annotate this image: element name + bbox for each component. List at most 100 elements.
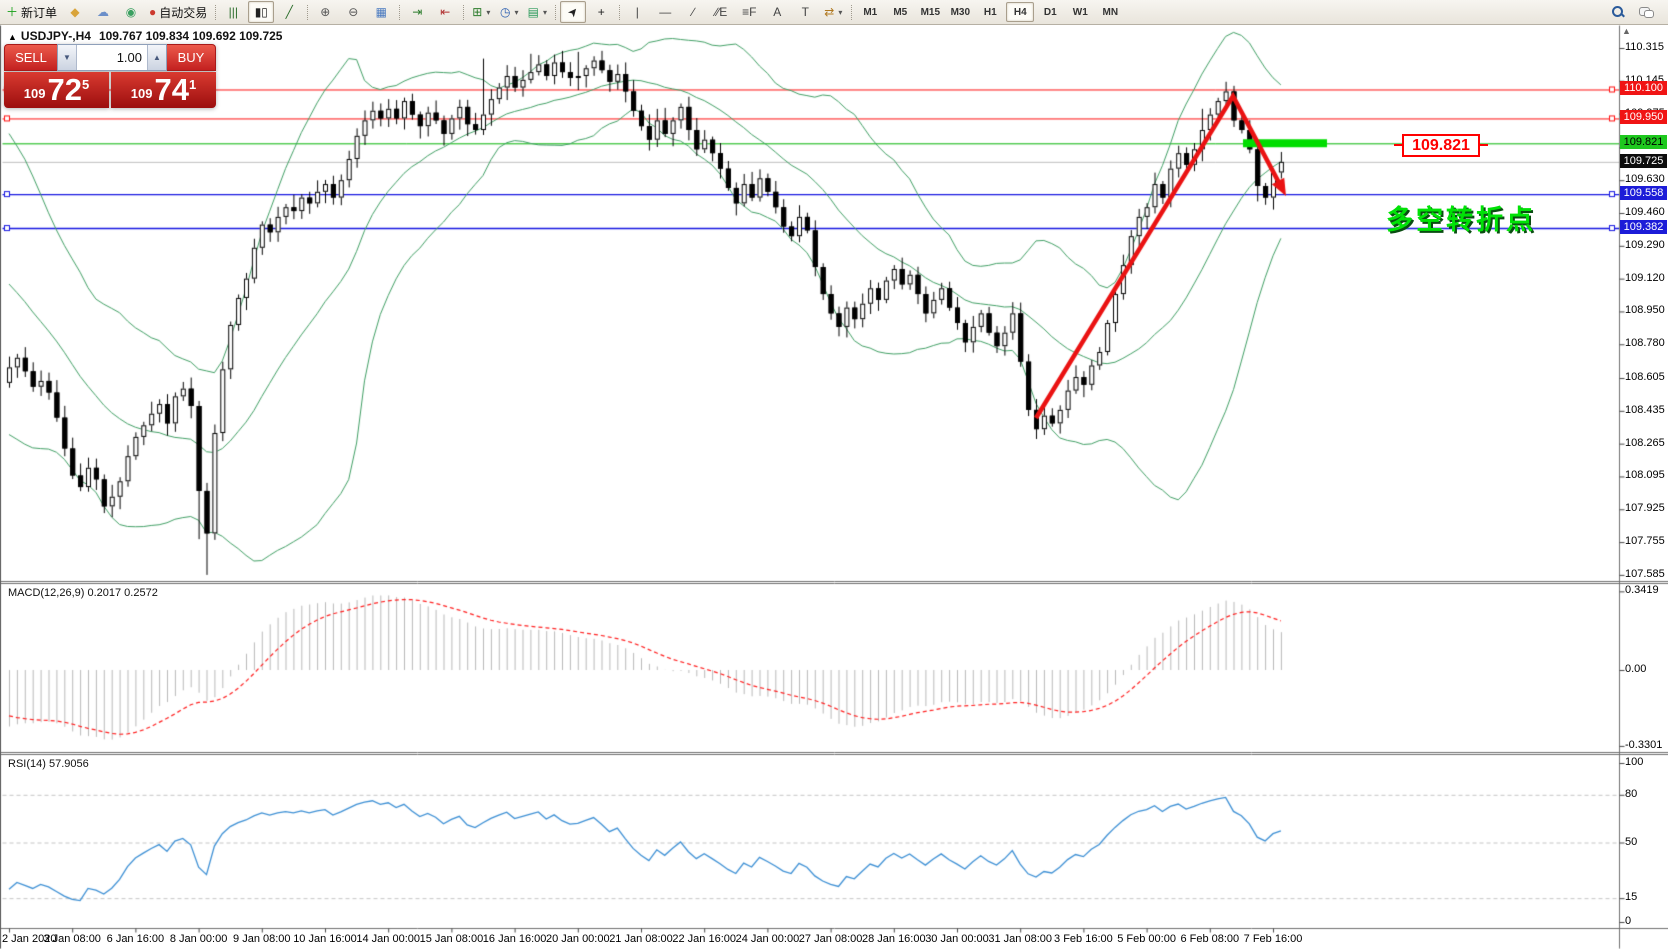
arrows-button[interactable]: ⇄ ▾: [820, 1, 846, 23]
chart-line-button[interactable]: ╱: [276, 1, 302, 23]
timeframe-group: M1 M5 M15 M30 H1 H4 D1 W1 MN: [847, 0, 1125, 24]
autotrading-icon: ●: [149, 5, 157, 19]
text-icon: A: [773, 5, 782, 19]
collapse-arrow-icon: ▲: [8, 32, 17, 42]
chart-symbol-period: USDJPY-,H4: [20, 29, 91, 43]
zoom-out-icon: ⊖: [348, 5, 359, 19]
navigator-icon: ☁: [97, 5, 110, 19]
market-watch-button[interactable]: ◆: [62, 1, 88, 23]
zoom-in-button[interactable]: ⊕: [312, 1, 338, 23]
sell-price-sup: 5: [81, 77, 90, 92]
channel-icon: ∕∕E: [715, 5, 728, 19]
search-icon: [1610, 4, 1626, 20]
volume-decrease-button[interactable]: ▼: [58, 45, 77, 70]
buy-button[interactable]: BUY: [167, 44, 216, 71]
indicators-button[interactable]: ▤ ▾: [524, 1, 550, 23]
chat-icon: [1638, 4, 1654, 20]
vline-button[interactable]: |: [624, 1, 650, 23]
tile-windows-button[interactable]: ▦: [368, 1, 394, 23]
chat-button[interactable]: [1633, 1, 1659, 23]
one-click-trading-panel: SELL ▼ 1.00 ▲ BUY 109 72 5 109 74 1: [4, 44, 216, 108]
text-label-icon: T: [801, 5, 809, 19]
new-chart-button[interactable]: ⊞ ▾: [468, 1, 494, 23]
signals-icon: ◉: [125, 5, 137, 19]
chart-bars-icon: |||: [228, 5, 238, 19]
toolbar-group: ＋新订单 ◆ ☁ ◉ ● 自动交易: [0, 0, 211, 24]
timeframe-w1[interactable]: W1: [1072, 6, 1088, 18]
sell-price-button[interactable]: 109 72 5: [4, 72, 109, 108]
chevron-down-icon: ▾: [514, 7, 519, 17]
volume-increase-button[interactable]: ▲: [147, 45, 166, 70]
zoom-in-icon: ⊕: [320, 5, 331, 19]
sell-price-big: 72: [47, 72, 82, 108]
chart-title: ▲ USDJPY-,H4 109.767 109.834 109.692 109.7…: [8, 29, 282, 43]
channel-button[interactable]: ∕∕E: [708, 1, 734, 23]
vline-icon: |: [635, 5, 639, 19]
macd-label: MACD(12,26,9) 0.2017 0.2572: [8, 587, 158, 599]
buy-price-prefix: 109: [130, 86, 153, 101]
chart-shift-marker-icon[interactable]: ▲: [1622, 26, 1631, 36]
fibonacci-button[interactable]: ≡F: [736, 1, 762, 23]
timeframe-m30[interactable]: M30: [950, 6, 971, 18]
chart-ohlc-values: 109.767 109.834 109.692 109.725: [98, 29, 283, 43]
chevron-down-icon: ▾: [838, 7, 843, 17]
toolbar-group: | — ∕ ∕∕E ≡F A T ⇄ ▾: [615, 0, 847, 24]
periods-icon: ◷: [500, 5, 511, 19]
auto-scroll-icon: ⇥: [412, 5, 423, 19]
periods-button[interactable]: ◷ ▾: [496, 1, 522, 23]
hline-button[interactable]: —: [652, 1, 678, 23]
autotrading-button[interactable]: ● 自动交易: [146, 1, 210, 23]
sell-button[interactable]: SELL: [4, 44, 57, 71]
text-button[interactable]: A: [764, 1, 790, 23]
toolbar-group: ||| ▮▯ ╱: [211, 0, 303, 24]
cursor-icon: ➤: [564, 3, 582, 21]
cursor-button[interactable]: ➤: [560, 1, 587, 23]
trendline-button[interactable]: ∕: [680, 1, 706, 23]
toolbar-button-label: 新订单: [21, 5, 58, 20]
timeframe-mn[interactable]: MN: [1102, 6, 1119, 18]
chevron-down-icon: ▾: [486, 7, 491, 17]
toolbar-button-label: 自动交易: [159, 5, 208, 20]
market-watch-icon: ◆: [70, 5, 80, 19]
crosshair-button[interactable]: +: [588, 1, 614, 23]
fibonacci-icon: ≡F: [742, 5, 757, 19]
chart-shift-button[interactable]: ⇤: [432, 1, 458, 23]
text-label-button[interactable]: T: [792, 1, 818, 23]
signals-button[interactable]: ◉: [118, 1, 144, 23]
buy-price-sup: 1: [188, 77, 197, 92]
indicators-icon: ▤: [527, 5, 539, 19]
chart-shift-icon: ⇤: [440, 5, 451, 19]
timeframe-h1[interactable]: H1: [983, 6, 997, 18]
chart-bars-button[interactable]: |||: [220, 1, 246, 23]
trendline-icon: ∕: [692, 5, 695, 19]
volume-input[interactable]: 1.00: [116, 50, 142, 65]
chart-line-icon: ╱: [285, 5, 293, 19]
toolbar-right-group: [1604, 1, 1660, 23]
toolbar-group: ⊕ ⊖ ▦: [303, 0, 395, 24]
chevron-down-icon: ▾: [542, 7, 547, 17]
toolbar-group: ⊞ ▾ ◷ ▾ ▤ ▾: [459, 0, 551, 24]
turning-point-annotation[interactable]: 多空转折点: [1386, 205, 1536, 235]
timeframe-m1[interactable]: M1: [863, 6, 878, 18]
navigator-button[interactable]: ☁: [90, 1, 116, 23]
search-button[interactable]: [1605, 1, 1631, 23]
volume-control: ▼ 1.00 ▲: [57, 44, 167, 71]
rsi-label: RSI(14) 57.9056: [8, 758, 89, 770]
sell-price-prefix: 109: [23, 86, 46, 101]
chart-candles-button[interactable]: ▮▯: [248, 1, 275, 23]
new-chart-icon: ⊞: [472, 5, 483, 19]
timeframe-d1[interactable]: D1: [1043, 6, 1057, 18]
crosshair-icon: +: [597, 5, 605, 19]
buy-price-button[interactable]: 109 74 1: [111, 72, 216, 108]
zoom-out-button[interactable]: ⊖: [340, 1, 366, 23]
auto-scroll-button[interactable]: ⇥: [404, 1, 430, 23]
chart-candles-icon: ▮▯: [254, 5, 268, 19]
toolbar-group: ➤ +: [551, 0, 615, 24]
timeframe-h4[interactable]: H4: [1006, 2, 1035, 22]
timeframe-m15[interactable]: M15: [920, 6, 941, 18]
price-annotation-box[interactable]: 109.821: [1394, 134, 1488, 157]
timeframe-m5[interactable]: M5: [893, 6, 908, 18]
new-order-button[interactable]: ＋新订单: [3, 1, 60, 23]
